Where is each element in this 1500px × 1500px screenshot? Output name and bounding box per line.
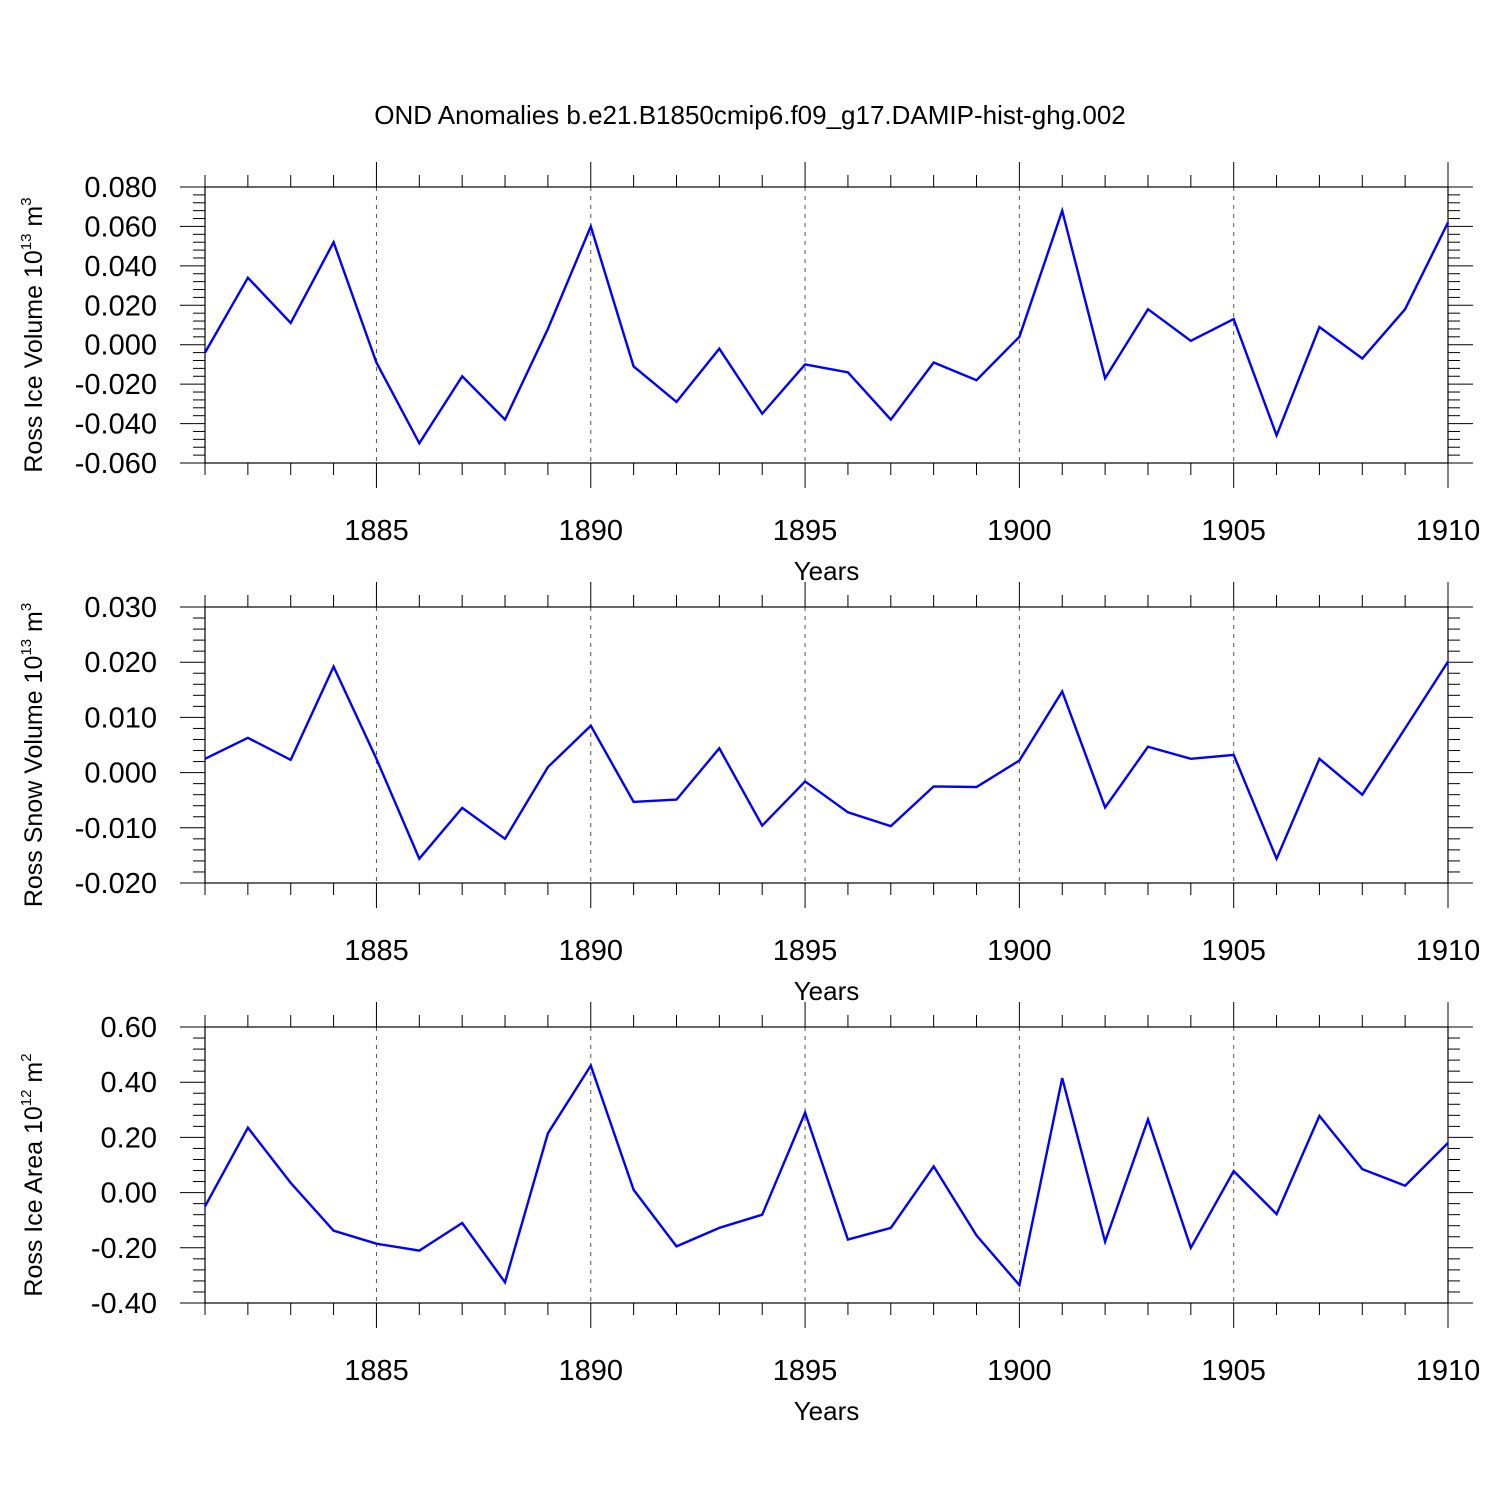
chart-panel-3: -0.40 -0.20 0.00 0.20 0.40 0.60 1885 1890 1895 19… [18, 1002, 1480, 1426]
plot-frame [204, 606, 1449, 884]
y-tick-label: 0.060 [84, 211, 157, 243]
y-tick-label: 0.000 [84, 330, 157, 362]
x-tick-label: 1885 [344, 935, 409, 967]
y-tick-label: 0.020 [84, 290, 157, 322]
y-tick-label: 0.000 [84, 758, 157, 790]
x-tick-label: 1900 [987, 935, 1052, 967]
x-tick-label: 1895 [773, 1355, 838, 1387]
y-tick-label: 0.040 [84, 251, 157, 283]
plot-frame [204, 1026, 1449, 1304]
x-tick-label: 1895 [773, 515, 838, 547]
x-tick-label: 1905 [1201, 935, 1266, 967]
x-tick-label: 1890 [559, 515, 624, 547]
x-tick-label: 1905 [1201, 515, 1266, 547]
y-tick-label: -0.020 [75, 868, 157, 900]
x-tick-label: 1910 [1416, 515, 1481, 547]
y-tick-label: 0.080 [84, 172, 157, 204]
y-tick-label: -0.060 [75, 448, 157, 480]
y-tick-label: 0.40 [101, 1067, 157, 1099]
y-tick-label: -0.020 [75, 369, 157, 401]
y-tick-label: 0.030 [84, 592, 157, 624]
x-tick-label: 1890 [559, 1355, 624, 1387]
y-tick-label: -0.20 [91, 1233, 157, 1265]
y-tick-label: 0.20 [101, 1122, 157, 1154]
x-tick-label: 1895 [773, 935, 838, 967]
x-tick-label: 1905 [1201, 1355, 1266, 1387]
x-tick-label: 1900 [987, 1355, 1052, 1387]
series-line [203, 1062, 1449, 1288]
chart-title: OND Anomalies b.e21.B1850cmip6.f09_g17.D… [374, 100, 1126, 130]
y-tick-label: -0.040 [75, 409, 157, 441]
y-tick-label: -0.40 [91, 1288, 157, 1320]
y-tick-label: -0.010 [75, 813, 157, 845]
y-axis-label: Ross Ice Volume 1013 m3 [18, 197, 48, 472]
series-line [203, 206, 1450, 446]
x-tick-label: 1910 [1416, 1355, 1481, 1387]
plot-frame [204, 186, 1449, 464]
x-tick-label: 1885 [344, 515, 409, 547]
x-tick-label: 1885 [344, 1355, 409, 1387]
y-axis-label: Ross Snow Volume 1013 m3 [18, 603, 48, 907]
y-tick-label: 0.00 [101, 1178, 157, 1210]
series-line [204, 660, 1450, 862]
x-tick-label: 1910 [1416, 935, 1481, 967]
x-tick-label: 1900 [987, 515, 1052, 547]
chart-panel-1: -0.060 -0.040 -0.020 0.000 0.020 0.040 0.060 0.… [18, 162, 1480, 586]
chart-panel-2: -0.020 -0.010 0.000 0.010 0.020 0.030 1885 1890… [18, 582, 1480, 1006]
x-axis-label: Years [794, 556, 860, 586]
x-tick-label: 1890 [559, 935, 624, 967]
x-axis-label: Years [794, 1396, 860, 1426]
y-tick-label: 0.60 [101, 1012, 157, 1044]
y-tick-label: 0.020 [84, 647, 157, 679]
x-axis-label: Years [794, 976, 860, 1006]
y-tick-label: 0.010 [84, 702, 157, 734]
y-axis-label: Ross Ice Area 1012 m2 [18, 1053, 48, 1296]
